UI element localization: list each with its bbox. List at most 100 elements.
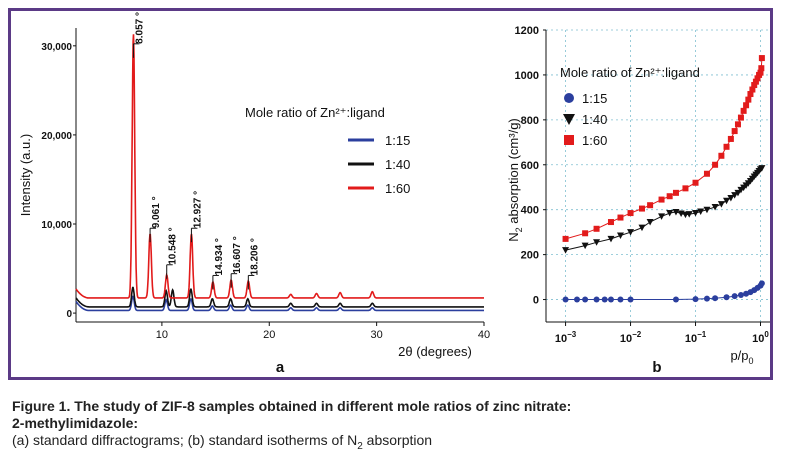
data-point bbox=[672, 189, 679, 196]
data-point bbox=[727, 195, 735, 202]
panel-b-legend: 1:15 1:40 1:60 bbox=[563, 91, 607, 148]
data-point bbox=[647, 202, 654, 209]
data-point bbox=[703, 170, 710, 177]
peak-label: 9.061 ° bbox=[151, 196, 162, 228]
data-point bbox=[672, 296, 679, 303]
data-point bbox=[734, 189, 742, 197]
figure-canvas: Intensity (a.u.) 2θ (degrees) a Mole rat… bbox=[18, 12, 770, 376]
figure-caption: Figure 1. The study of ZIF-8 samples obt… bbox=[12, 398, 777, 455]
data-point bbox=[562, 296, 569, 303]
panel-a-letter: a bbox=[276, 359, 285, 376]
data-point bbox=[581, 242, 589, 250]
data-point bbox=[607, 235, 615, 243]
panel-a-y-tick-label: 20,000 bbox=[41, 131, 72, 142]
panel-a-x-label: 2θ (degrees) bbox=[398, 344, 472, 359]
data-point bbox=[734, 121, 741, 128]
data-point bbox=[754, 75, 761, 82]
data-point bbox=[758, 65, 765, 72]
data-point bbox=[562, 247, 570, 254]
data-point bbox=[601, 296, 608, 303]
panel-a-y-tick-label: 0 bbox=[66, 309, 72, 320]
legend-marker bbox=[564, 135, 574, 145]
data-point bbox=[638, 224, 646, 232]
data-point bbox=[593, 225, 600, 232]
panel-a-series-1-60 bbox=[75, 34, 484, 299]
data-point bbox=[723, 294, 730, 301]
data-point bbox=[582, 230, 589, 237]
data-point bbox=[712, 161, 719, 168]
panel-b-line-1-60 bbox=[565, 58, 763, 240]
panel-b-y-tick-label: 800 bbox=[521, 115, 539, 127]
data-point bbox=[582, 296, 589, 303]
data-point bbox=[617, 296, 624, 303]
panel-b-y-label: N2 absorption (cm³/g) bbox=[506, 118, 524, 242]
panel-b-y-tick-label: 1000 bbox=[515, 70, 539, 82]
panel-a-legend-title: Mole ratio of Zn²⁺:ligand bbox=[245, 105, 385, 120]
data-point bbox=[711, 203, 719, 211]
data-point bbox=[747, 91, 754, 98]
data-point bbox=[562, 235, 569, 242]
peak-label: 10.548 ° bbox=[168, 227, 179, 264]
panel-b-y-tick-label: 400 bbox=[521, 205, 539, 217]
peak-label: 12.927 ° bbox=[192, 191, 203, 228]
legend-label: 1:40 bbox=[582, 112, 607, 127]
caption-description: (a) standard diffractograms; (b) standar… bbox=[12, 432, 433, 452]
legend-label: 1:15 bbox=[385, 133, 410, 148]
panel-b-x-tick-label: 10−3 bbox=[555, 330, 577, 345]
data-point bbox=[745, 96, 752, 103]
data-point bbox=[731, 128, 738, 135]
data-point bbox=[752, 78, 759, 85]
panel-b-y-tick-label: 200 bbox=[521, 250, 539, 262]
data-point bbox=[737, 114, 744, 121]
data-point bbox=[737, 292, 744, 299]
peak-label: 18.206 ° bbox=[249, 238, 260, 275]
legend-label: 1:40 bbox=[385, 157, 410, 172]
data-point bbox=[749, 86, 756, 93]
data-point bbox=[697, 208, 705, 215]
data-point bbox=[607, 296, 614, 303]
data-point bbox=[692, 210, 700, 217]
data-point bbox=[751, 82, 758, 89]
data-point bbox=[758, 165, 766, 172]
panel-a-legend: 1:15 1:40 1:60 bbox=[348, 133, 410, 196]
panel-a-chart: Intensity (a.u.) 2θ (degrees) a Mole rat… bbox=[18, 12, 490, 376]
panel-b-x-tick-label: 100 bbox=[752, 330, 769, 345]
data-point bbox=[617, 214, 624, 221]
peak-label: 14.934 ° bbox=[214, 238, 225, 275]
data-point bbox=[743, 102, 750, 109]
data-point bbox=[758, 280, 765, 287]
data-point bbox=[723, 197, 731, 205]
legend-marker bbox=[563, 114, 575, 125]
panel-b-line-1-40 bbox=[565, 167, 763, 251]
data-point bbox=[666, 193, 673, 200]
caption-title-line-1: Figure 1. The study of ZIF-8 samples obt… bbox=[12, 398, 572, 414]
legend-label: 1:60 bbox=[385, 181, 410, 196]
peak-label: 8.057 ° bbox=[134, 12, 145, 44]
data-point bbox=[740, 107, 747, 114]
data-point bbox=[758, 55, 765, 62]
panel-b-y-tick-label: 600 bbox=[521, 160, 539, 172]
panel-a-y-label: Intensity (a.u.) bbox=[18, 134, 33, 216]
peak-label: 16.607 ° bbox=[232, 236, 243, 273]
data-point bbox=[616, 232, 624, 240]
panel-b-x-tick-label: 10−2 bbox=[620, 330, 642, 345]
panel-b-legend-title: Mole ratio of Zn²⁺:ligand bbox=[560, 65, 700, 80]
data-point bbox=[593, 239, 601, 246]
data-point bbox=[717, 201, 725, 208]
data-point bbox=[627, 210, 634, 217]
data-point bbox=[574, 296, 581, 303]
legend-marker bbox=[564, 93, 574, 103]
data-point bbox=[658, 213, 666, 220]
panel-b-y-tick-label: 0 bbox=[533, 295, 539, 307]
data-point bbox=[627, 229, 635, 236]
panel-a-series-1-15 bbox=[75, 295, 484, 312]
data-point bbox=[727, 135, 734, 142]
data-point bbox=[627, 296, 634, 303]
data-point bbox=[692, 179, 699, 186]
caption-title-line-2: 2-methylimidazole: bbox=[12, 415, 139, 431]
data-point bbox=[666, 210, 674, 217]
panel-a-y-tick-label: 30,000 bbox=[41, 42, 72, 53]
panel-a-x-tick-label: 20 bbox=[263, 329, 275, 341]
data-point bbox=[731, 293, 738, 300]
panel-b-x-tick-label: 10−1 bbox=[685, 330, 707, 345]
